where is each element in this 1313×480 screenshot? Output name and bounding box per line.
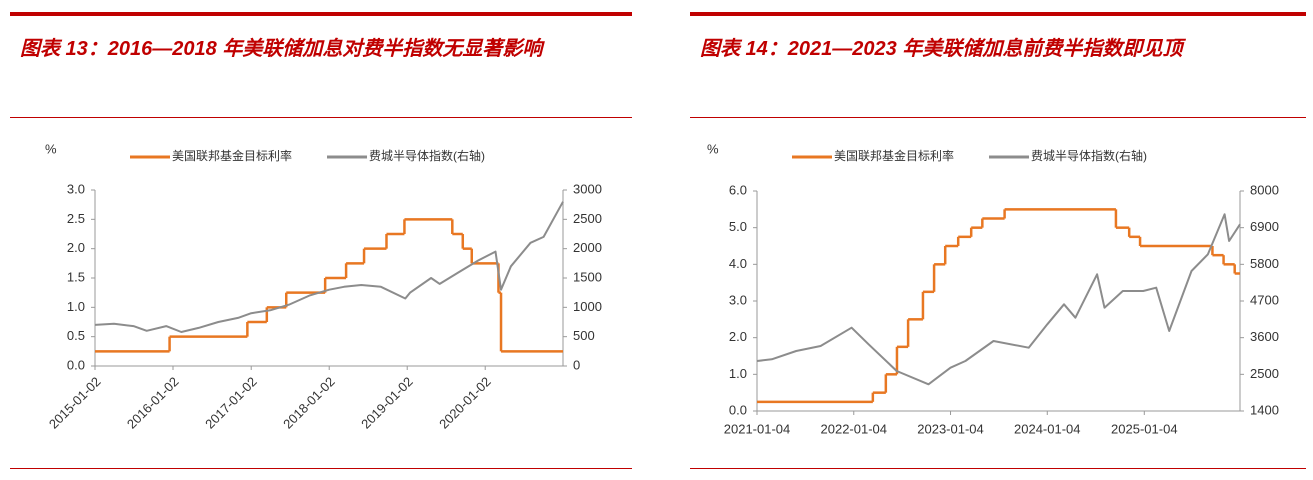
- y-tick-label: 2.0: [729, 329, 747, 344]
- y2-tick-label: 1000: [573, 299, 602, 314]
- y2-tick-label: 5800: [1250, 256, 1279, 271]
- y-tick-label: 1.0: [67, 299, 85, 314]
- x-tick-label: 2018-01-02: [280, 374, 338, 432]
- y2-tick-label: 8000: [1250, 182, 1279, 197]
- y-axis-label: %: [707, 141, 719, 156]
- top-rule: [690, 12, 1306, 16]
- y-tick-label: 3.0: [729, 292, 747, 307]
- y2-tick-label: 1400: [1250, 402, 1279, 417]
- y-tick-label: 0.0: [729, 402, 747, 417]
- figure-title: 图表 14：2021—2023 年美联储加息前费半指数即见顶: [700, 38, 1183, 60]
- y-tick-label: 1.5: [67, 269, 85, 284]
- rule: [10, 117, 632, 118]
- y2-tick-label: 4700: [1250, 292, 1279, 307]
- y2-tick-label: 0: [573, 357, 580, 372]
- x-tick-label: 2024-01-04: [1014, 421, 1080, 436]
- y-tick-label: 2.5: [67, 211, 85, 226]
- x-tick-label: 2025-01-04: [1111, 421, 1178, 436]
- y2-tick-label: 6900: [1250, 219, 1279, 234]
- y2-tick-label: 3000: [573, 181, 602, 196]
- y-tick-label: 1.0: [729, 366, 747, 381]
- y2-tick-label: 2500: [1250, 366, 1279, 381]
- figure-title: 图表 13：2016—2018 年美联储加息对费半指数无显著影响: [20, 38, 543, 60]
- rule: [690, 468, 1306, 469]
- figure: 图表 13：2016—2018 年美联储加息对费半指数无显著影响 % 0.0 0.5…: [10, 0, 632, 480]
- y-tick-label: 2.0: [67, 240, 85, 255]
- y2-tick-label: 3600: [1250, 329, 1279, 344]
- x-tick-label: 2017-01-02: [202, 374, 260, 432]
- legend-label: 美国联邦基金目标利率: [834, 148, 954, 163]
- legend-label: 费城半导体指数(右轴): [369, 148, 485, 163]
- rule: [10, 468, 632, 469]
- y-tick-label: 0.0: [67, 357, 85, 372]
- x-tick-label: 2019-01-02: [358, 374, 416, 432]
- y-tick-label: 5.0: [729, 219, 747, 234]
- y2-tick-label: 2500: [573, 211, 602, 226]
- y-tick-label: 6.0: [729, 182, 747, 197]
- index-line: [756, 213, 1241, 386]
- chart: % 0.0 1.0 2.0 3.0 4.0 5.0 6.0 1400 2500 3600 4700 58…: [707, 141, 1279, 436]
- x-tick-label: 2020-01-02: [436, 374, 494, 432]
- y-tick-label: 3.0: [67, 181, 85, 196]
- legend-label: 费城半导体指数(右轴): [1031, 148, 1147, 163]
- rule: [690, 117, 1306, 118]
- y2-tick-label: 2000: [573, 240, 602, 255]
- x-tick-label: 2022-01-04: [821, 421, 888, 436]
- y-tick-label: 4.0: [729, 256, 747, 271]
- x-tick-label: 2023-01-04: [917, 421, 984, 436]
- index-line: [94, 201, 564, 333]
- legend-label: 美国联邦基金目标利率: [172, 148, 292, 163]
- y2-tick-label: 500: [573, 328, 595, 343]
- chart: % 0.0 0.5 1.0 1.5 2.0 2.5 3.0 0 500 1000 1500 2000 25…: [45, 141, 602, 432]
- top-rule: [10, 12, 632, 16]
- figure: 图表 14：2021—2023 年美联储加息前费半指数即见顶 % 0.0 1.0 2.…: [690, 0, 1306, 480]
- y-axis-label: %: [45, 141, 57, 156]
- y2-tick-label: 1500: [573, 269, 602, 284]
- x-tick-label: 2021-01-04: [724, 421, 791, 436]
- y-tick-label: 0.5: [67, 328, 85, 343]
- x-tick-label: 2016-01-02: [124, 374, 182, 432]
- x-tick-label: 2015-01-02: [46, 374, 104, 432]
